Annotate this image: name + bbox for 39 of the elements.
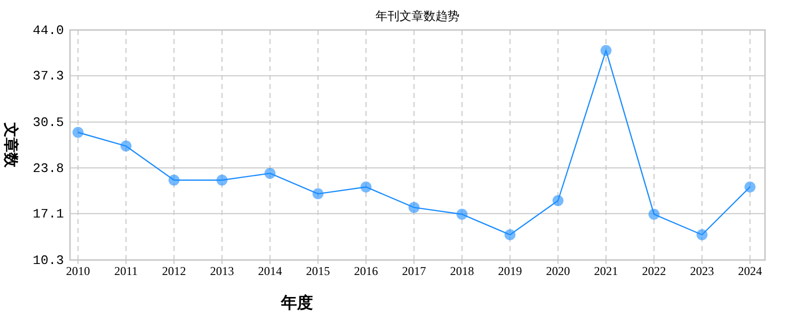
y-tick-label: 37.3 xyxy=(32,68,64,84)
x-tick-label: 2022 xyxy=(642,264,666,278)
point xyxy=(504,229,516,240)
x-tick-label: 2011 xyxy=(114,264,138,278)
y-tick-label: 10.3 xyxy=(32,253,64,268)
x-tick-label: 2019 xyxy=(498,264,522,278)
point xyxy=(72,126,84,138)
y-tick-label: 30.5 xyxy=(32,115,64,130)
y-tick-label: 23.8 xyxy=(32,160,64,176)
point xyxy=(456,208,468,220)
x-axis-title: 年度 xyxy=(280,293,313,312)
x-tick-label: 2010 xyxy=(66,264,90,278)
point xyxy=(264,168,276,179)
y-tick-label: 17.1 xyxy=(32,206,64,222)
x-tick-label: 2014 xyxy=(258,264,282,278)
x-tick-label: 2020 xyxy=(546,264,570,278)
point xyxy=(360,181,372,192)
chart-title: 年刊文章数趋势 xyxy=(376,9,460,23)
point xyxy=(696,229,708,240)
point xyxy=(408,202,420,213)
x-tick-label: 2024 xyxy=(738,264,762,278)
y-axis-title: 文章数 xyxy=(2,122,20,168)
point xyxy=(312,188,324,200)
x-tick-label: 2023 xyxy=(690,264,714,278)
point xyxy=(120,140,132,152)
y-tick-label: 44.0 xyxy=(32,23,64,38)
point xyxy=(216,174,228,186)
point xyxy=(744,181,756,192)
point xyxy=(648,208,660,220)
x-tick-label: 2017 xyxy=(402,264,426,278)
x-tick-label: 2018 xyxy=(450,264,474,278)
point xyxy=(552,195,564,206)
point xyxy=(168,174,180,186)
x-tick-label: 2015 xyxy=(306,264,330,278)
point xyxy=(600,44,612,56)
x-tick-label: 2012 xyxy=(162,264,186,278)
x-tick-label: 2013 xyxy=(210,264,234,278)
x-tick-label: 2021 xyxy=(594,264,618,278)
x-tick-label: 2016 xyxy=(354,264,378,278)
